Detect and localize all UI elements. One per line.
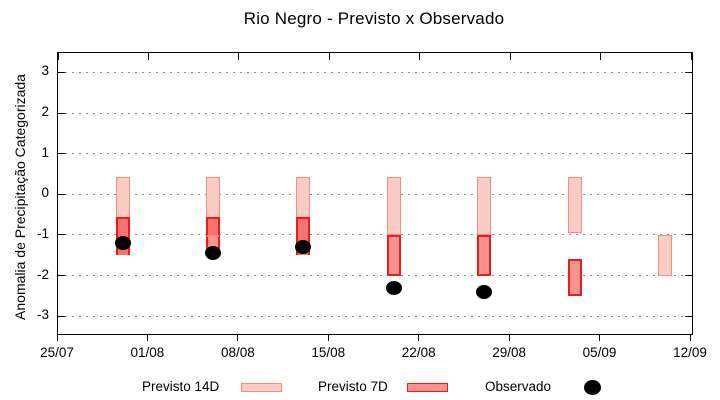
y-tick-label: 3	[41, 63, 49, 79]
observado-dot	[204, 246, 221, 261]
bar-14d-bottom-edge	[206, 234, 219, 237]
x-tick-mark-bottom	[327, 335, 329, 341]
y-tick-label: -2	[36, 266, 49, 282]
gridline	[58, 193, 692, 195]
bar-previsto-14d	[658, 234, 673, 276]
x-tick-mark-top	[419, 53, 421, 60]
x-tick-label: 15/08	[311, 345, 346, 360]
y-tick-mark-left	[58, 315, 65, 317]
y-tick-mark-right	[685, 193, 692, 195]
gridline	[58, 234, 692, 236]
x-tick-mark-top	[600, 53, 602, 60]
x-tick-mark-bottom	[56, 335, 58, 341]
y-tick-mark-right	[685, 315, 692, 317]
y-tick-label: 2	[41, 104, 49, 120]
y-tick-label: 0	[41, 185, 49, 201]
y-tick-mark-left	[58, 275, 65, 277]
legend-dot-observado	[584, 380, 601, 395]
y-tick-mark-left	[58, 234, 65, 236]
y-tick-mark-left	[58, 153, 65, 155]
x-tick-mark-top	[690, 53, 692, 60]
x-tick-mark-bottom	[418, 335, 420, 341]
bar-previsto-7d	[205, 217, 220, 250]
x-tick-label: 29/08	[492, 345, 527, 360]
x-tick-mark-bottom	[689, 335, 691, 341]
observado-dot	[476, 284, 493, 299]
y-tick-mark-right	[685, 112, 692, 114]
y-tick-mark-right	[685, 153, 692, 155]
x-tick-mark-top	[238, 53, 240, 60]
legend: Previsto 14D Previsto 7D Observado	[0, 374, 720, 400]
plot-area	[57, 52, 693, 335]
x-tick-mark-top	[328, 53, 330, 60]
bar-previsto-7d	[477, 234, 492, 276]
bar-previsto-14d	[386, 176, 401, 235]
y-tick-mark-left	[58, 71, 65, 73]
gridline	[58, 112, 692, 114]
legend-swatch-previsto-7d	[407, 383, 448, 392]
observado-dot	[385, 280, 402, 295]
x-tick-mark-bottom	[146, 335, 148, 341]
x-tick-label: 08/08	[220, 345, 255, 360]
x-tick-mark-top	[509, 53, 511, 60]
observado-dot	[114, 236, 131, 251]
x-tick-label: 25/07	[40, 345, 74, 360]
x-tick-mark-bottom	[508, 335, 510, 341]
x-tick-label: 22/08	[401, 345, 436, 360]
chart-title: Rio Negro - Previsto x Observado	[243, 9, 505, 28]
x-tick-label: 12/09	[673, 345, 707, 360]
y-tick-mark-left	[58, 112, 65, 114]
bar-overlap-region	[298, 219, 309, 256]
y-tick-mark-right	[685, 234, 692, 236]
gridline	[58, 153, 692, 155]
y-tick-label: -3	[36, 307, 49, 323]
legend-label-previsto-7d: Previsto 7D	[318, 379, 388, 394]
x-tick-mark-top	[57, 53, 59, 60]
gridline	[58, 315, 692, 317]
bar-previsto-7d	[567, 259, 582, 296]
y-tick-mark-left	[58, 193, 65, 195]
y-tick-label: -1	[36, 225, 49, 241]
gridline	[58, 275, 692, 277]
bar-previsto-7d	[386, 234, 401, 276]
bar-previsto-14d	[477, 176, 492, 235]
y-tick-mark-right	[685, 275, 692, 277]
gridline	[58, 71, 692, 73]
x-tick-label: 05/09	[582, 345, 617, 360]
y-tick-mark-right	[685, 71, 692, 73]
bar-previsto-14d	[567, 176, 582, 233]
legend-label-previsto-14d: Previsto 14D	[142, 379, 220, 394]
legend-label-observado: Observado	[485, 379, 552, 394]
observado-dot	[295, 240, 312, 255]
x-tick-mark-top	[147, 53, 149, 60]
y-tick-label: 1	[41, 144, 49, 160]
bar-overlap-region	[207, 219, 218, 235]
x-tick-label: 01/08	[130, 345, 165, 360]
x-tick-mark-bottom	[599, 335, 601, 341]
legend-swatch-previsto-14d	[241, 383, 282, 392]
x-tick-mark-bottom	[237, 335, 239, 341]
